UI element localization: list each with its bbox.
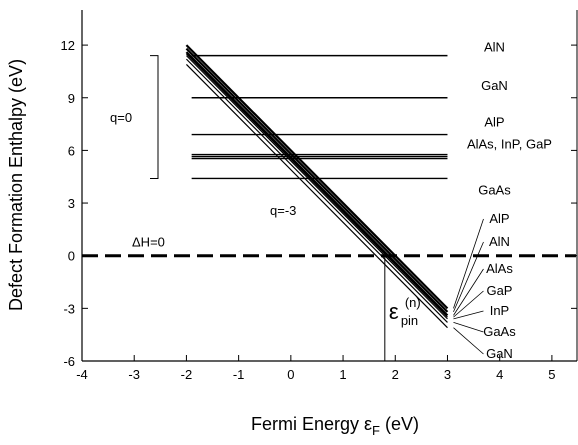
qm3-label: q=-3: [270, 203, 296, 218]
q0-bracket-label: q=0: [110, 110, 132, 125]
qm3-line: [185, 44, 449, 310]
q0-level-label: AlN: [484, 40, 505, 55]
q0-level-label: GaN: [481, 78, 508, 93]
x-tick-label: 5: [548, 367, 555, 382]
plot-elements: -4 -3 -2 -1 0 1 2 3 4 5-6-3036912ΔH=0AlNGaNAlPAlA…: [61, 10, 578, 382]
reference-line-label: ΔH=0: [132, 235, 165, 250]
y-tick-label: 12: [61, 38, 75, 53]
qm3-end-label: GaAs: [483, 324, 516, 339]
qm3-line: [185, 58, 448, 323]
x-tick-label: -2: [181, 367, 193, 382]
y-tick-label: 9: [68, 91, 75, 106]
qm3-line: [185, 55, 448, 320]
y-axis-title: Defect Formation Enthalpy (eV): [6, 59, 26, 311]
pin-label: ε: [389, 299, 399, 324]
x-tick-label: 0: [287, 367, 294, 382]
x-tick-label: 1: [339, 367, 346, 382]
y-tick-label: -3: [63, 301, 75, 316]
qm3-line: [185, 47, 449, 313]
qm3-leader-line: [453, 218, 484, 309]
pin-sub-label: pin: [401, 313, 418, 328]
x-axis-title-main: Fermi Energy ε: [251, 414, 372, 434]
x-axis-title-sub: F: [372, 423, 380, 438]
q0-level-label: AlP: [484, 115, 504, 130]
x-axis-title-unit: (eV): [380, 414, 419, 434]
qm3-leader-line: [453, 322, 484, 333]
x-tick-label: -1: [233, 367, 245, 382]
qm3-leader-line: [453, 310, 484, 320]
qm3-end-label: GaN: [486, 346, 513, 361]
y-tick-label: 6: [68, 143, 75, 158]
y-tick-label: 3: [68, 196, 75, 211]
y-tick-label: -6: [63, 354, 75, 369]
qm3-leader-line: [453, 268, 484, 316]
qm3-leader-line: [453, 290, 484, 318]
qm3-end-label: AlP: [489, 211, 509, 226]
x-tick-label: -4: [76, 367, 88, 382]
pin-sup-label: (n): [405, 295, 421, 310]
qm3-leader-line: [453, 241, 484, 313]
qm3-end-label: GaP: [486, 283, 512, 298]
y-tick-label: 0: [68, 249, 75, 264]
q0-level-label: GaAs: [478, 182, 511, 197]
qm3-line: [185, 63, 448, 329]
qm3-end-label: InP: [490, 303, 510, 318]
x-tick-label: -3: [128, 367, 140, 382]
q0-bracket: [150, 55, 159, 179]
qm3-line: [185, 51, 449, 317]
x-tick-label: 2: [392, 367, 399, 382]
q0-level-label: AlAs, InP, GaP: [467, 137, 552, 152]
x-axis-title: Fermi Energy εF (eV): [251, 414, 419, 438]
x-tick-label: 4: [496, 367, 503, 382]
x-tick-label: 3: [444, 367, 451, 382]
qm3-leader-line: [453, 327, 484, 355]
qm3-end-label: AlN: [489, 234, 510, 249]
qm3-end-label: AlAs: [486, 261, 513, 276]
qm3-line: [185, 53, 448, 318]
